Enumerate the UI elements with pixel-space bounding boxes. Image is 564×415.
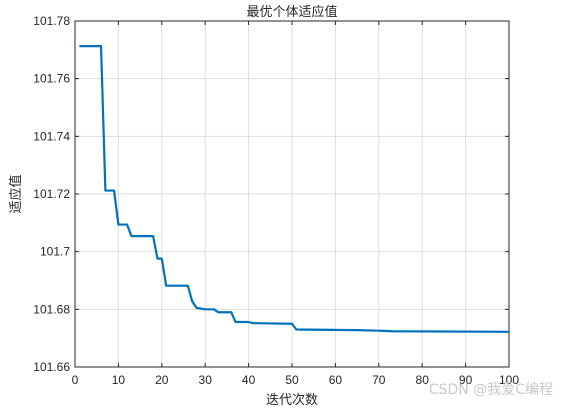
x-tick-label: 20 [155, 373, 169, 387]
x-tick-label: 100 [499, 373, 519, 387]
y-tick-label: 101.7 [40, 245, 70, 259]
y-tick-label: 101.68 [33, 302, 70, 316]
y-tick-label: 101.78 [33, 14, 70, 28]
y-tick-label: 101.72 [33, 187, 70, 201]
x-tick-label: 80 [416, 373, 430, 387]
grid-lines [75, 21, 509, 367]
watermark: CSDN @我爱C编程 [429, 382, 553, 398]
x-tick-label: 40 [242, 373, 256, 387]
y-tick-label: 101.74 [33, 129, 70, 143]
y-axis-label: 适应值 [8, 174, 23, 213]
x-tick-label: 70 [372, 373, 386, 387]
x-tick-label: 10 [112, 373, 126, 387]
y-tick-label: 101.66 [33, 360, 70, 374]
x-tick-label: 30 [199, 373, 213, 387]
axis-ticks: 0 10 20 30 40 50 60 70 80 90 100 101.66 101.68 101.7 1… [33, 14, 519, 387]
y-tick-label: 101.76 [33, 72, 70, 86]
x-tick-label: 60 [329, 373, 343, 387]
x-tick-label: 50 [285, 373, 299, 387]
x-axis-label: 迭代次数 [266, 392, 318, 407]
series-group [79, 44, 510, 333]
x-tick-label: 0 [72, 373, 79, 387]
chart-title: 最优个体适应值 [246, 4, 337, 19]
x-tick-label: 90 [459, 373, 473, 387]
series-line [79, 44, 510, 333]
